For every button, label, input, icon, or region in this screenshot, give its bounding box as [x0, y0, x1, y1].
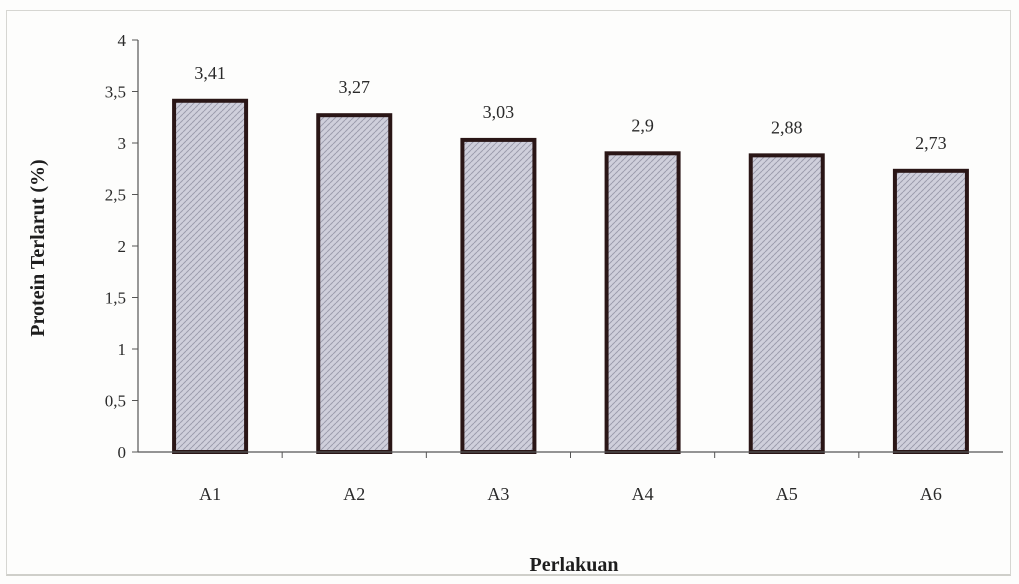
y-tick-label: 3,5 — [105, 83, 126, 102]
bars — [172, 98, 969, 455]
value-label-a5: 2,88 — [771, 117, 803, 137]
y-tick-label: 0 — [118, 443, 127, 462]
value-label-a3: 3,03 — [483, 102, 515, 122]
x-axis-title: Perlakuan — [530, 554, 619, 576]
value-label-a4: 2,9 — [631, 115, 654, 135]
category-label-a5: A5 — [776, 484, 798, 504]
y-tick-label: 2 — [118, 237, 127, 256]
y-tick-label: 1,5 — [105, 289, 126, 308]
y-tick-label: 2,5 — [105, 186, 126, 205]
y-tick-label: 4 — [118, 31, 127, 50]
chart-border — [6, 10, 1011, 576]
bar-a6 — [892, 168, 969, 454]
category-label-a6: A6 — [920, 484, 942, 504]
bar-a3 — [460, 137, 537, 454]
bar-a1 — [172, 98, 249, 455]
value-label-a2: 3,27 — [339, 77, 371, 97]
y-tick-label: 0,5 — [105, 392, 126, 411]
axes — [137, 40, 1003, 458]
category-label-a3: A3 — [487, 484, 509, 504]
y-tick-label: 3 — [118, 134, 127, 153]
value-label-a1: 3,41 — [194, 63, 226, 83]
category-labels: A1 A2 A3 A4 A5 A6 — [199, 484, 942, 504]
value-labels: 3,41 3,27 3,03 2,9 2,88 2,73 — [194, 63, 946, 153]
category-label-a2: A2 — [343, 484, 365, 504]
y-tick-label: 1 — [118, 340, 127, 359]
bar-a5 — [748, 153, 825, 455]
bar-a2 — [316, 113, 393, 454]
y-axis-ticks: 0 0,5 1 1,5 2 2,5 3 3,5 4 — [105, 31, 138, 462]
value-label-a6: 2,73 — [915, 133, 947, 153]
category-label-a4: A4 — [632, 484, 654, 504]
category-label-a1: A1 — [199, 484, 221, 504]
bar-a4 — [604, 151, 681, 455]
y-axis-title: Protein Terlarut (%) — [27, 159, 49, 336]
